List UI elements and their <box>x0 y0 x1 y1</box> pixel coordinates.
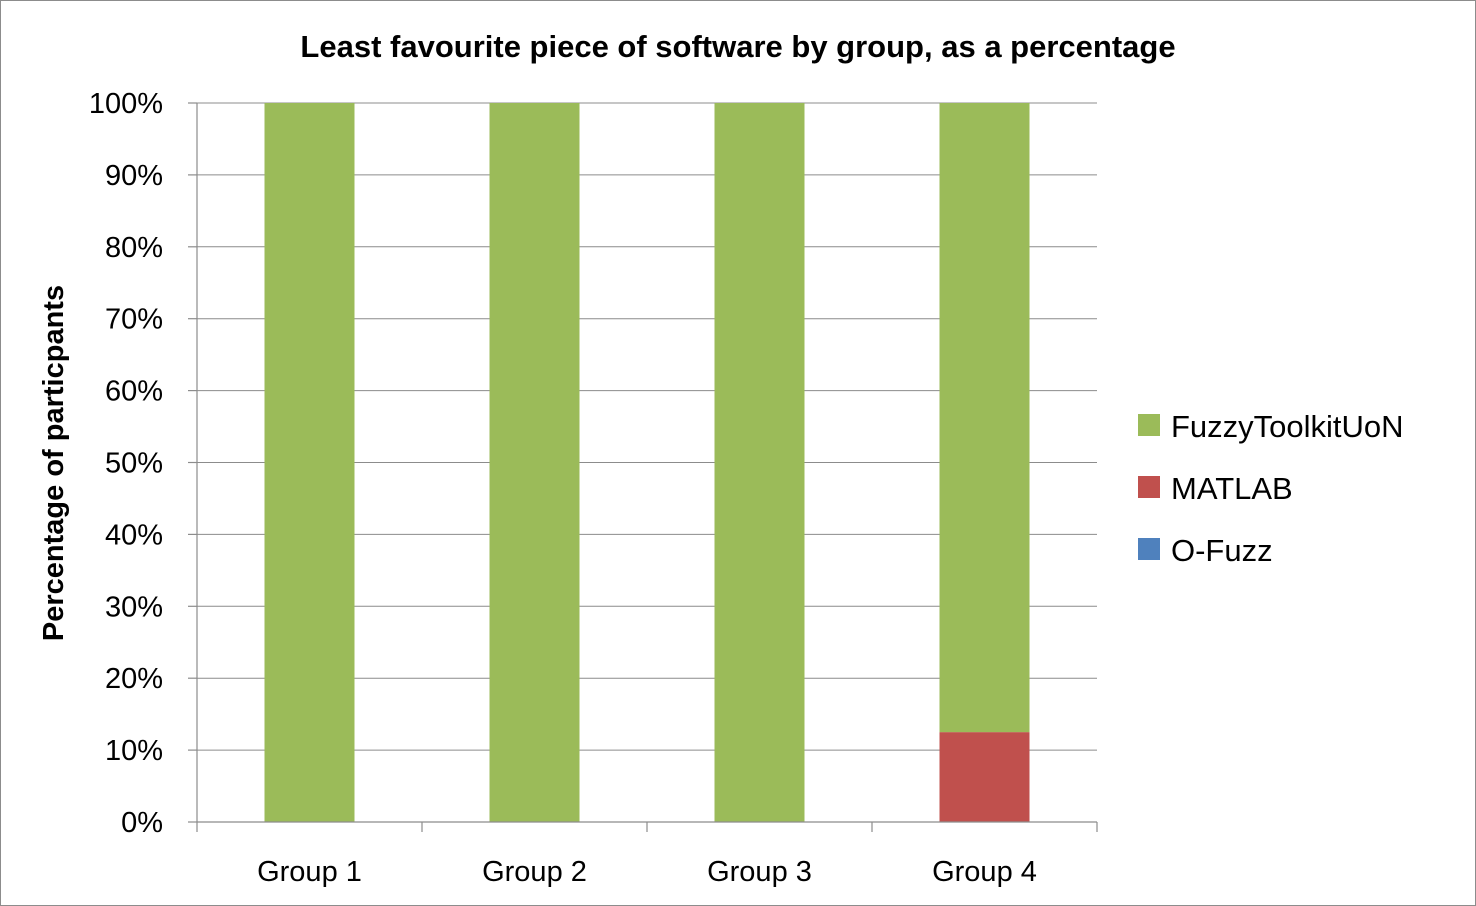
bar-fuzzytoolkituon-group-4 <box>939 103 1030 733</box>
x-tick-label: Group 2 <box>482 856 587 888</box>
axes <box>188 102 1098 832</box>
legend-swatch <box>1138 538 1160 560</box>
legend-label: MATLAB <box>1171 471 1293 506</box>
y-tick-label: 10% <box>105 735 163 767</box>
y-tick-label: 70% <box>105 304 163 336</box>
y-tick-labels: 0% 10% 20% 30% 40% 50% 60% 70% 80% 90% 100% <box>89 88 163 839</box>
y-tick-label: 80% <box>105 232 163 264</box>
bar-fuzzytoolkituon-group-2 <box>489 103 580 822</box>
y-tick-label: 50% <box>105 448 163 480</box>
legend: FuzzyToolkitUoN MATLAB O-Fuzz <box>1138 409 1404 568</box>
bar-fuzzytoolkituon-group-1 <box>264 103 355 822</box>
bar-fuzzytoolkituon-group-3 <box>714 103 805 822</box>
x-tick-label: Group 3 <box>707 856 812 888</box>
y-axis-label: Percentage of particpants <box>38 285 70 641</box>
x-tick-label: Group 1 <box>257 856 362 888</box>
y-tick-label: 100% <box>89 88 163 120</box>
y-tick-label: 20% <box>105 663 163 695</box>
legend-label: O-Fuzz <box>1171 533 1273 568</box>
x-tick-labels: Group 1 Group 2 Group 3 Group 4 <box>257 856 1037 888</box>
chart-title: Least favourite piece of software by gro… <box>300 29 1175 64</box>
bar-matlab-group-4 <box>939 732 1030 822</box>
bars <box>264 103 1030 822</box>
y-tick-label: 30% <box>105 591 163 623</box>
y-tick-label: 40% <box>105 519 163 551</box>
y-tick-label: 0% <box>121 807 163 839</box>
legend-label: FuzzyToolkitUoN <box>1171 409 1404 444</box>
legend-swatch <box>1138 414 1160 436</box>
legend-swatch <box>1138 476 1160 498</box>
y-tick-label: 90% <box>105 160 163 192</box>
y-tick-label: 60% <box>105 376 163 408</box>
x-tick-label: Group 4 <box>932 856 1037 888</box>
